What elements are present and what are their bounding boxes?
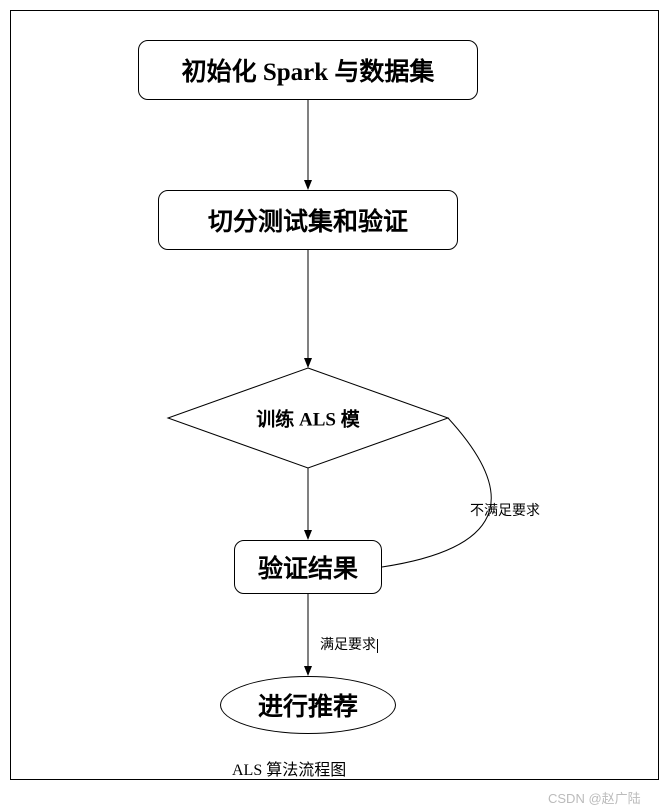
node-train-label: 训练 ALS 模: [256, 405, 359, 432]
diagram-caption: ALS 算法流程图: [232, 756, 346, 780]
node-split-label: 切分测试集和验证: [208, 202, 408, 238]
node-init-label: 初始化 Spark 与数据集: [182, 52, 435, 88]
node-recommend: 进行推荐: [220, 676, 396, 734]
node-train: 训练 ALS 模: [168, 368, 448, 468]
node-validate-label: 验证结果: [258, 549, 358, 585]
node-validate: 验证结果: [234, 540, 382, 594]
node-recommend-label: 进行推荐: [258, 687, 358, 723]
node-split: 切分测试集和验证: [158, 190, 458, 250]
text-cursor: [377, 639, 378, 653]
watermark: CSDN @赵广陆: [548, 788, 641, 807]
edge-label-satisfied: 满足要求: [320, 634, 378, 654]
node-init: 初始化 Spark 与数据集: [138, 40, 478, 100]
edge-label-not-satisfied: 不满足要求: [470, 500, 540, 520]
